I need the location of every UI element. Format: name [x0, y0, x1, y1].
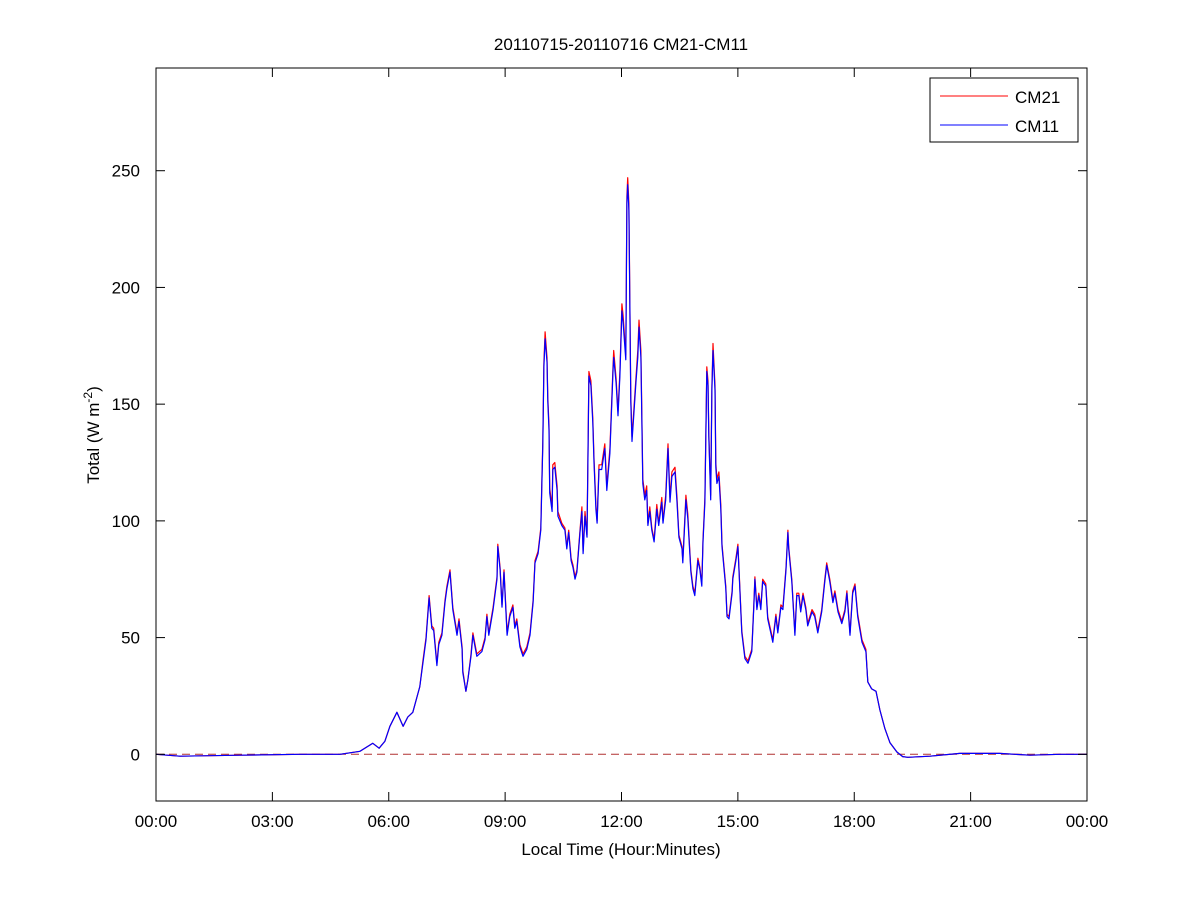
- y-axis-label-main: Total (W m: [84, 403, 103, 484]
- x-tick-label: 18:00: [833, 812, 876, 831]
- y-tick-label: 100: [112, 512, 140, 531]
- y-tick-label: 50: [121, 629, 140, 648]
- y-tick-label: 0: [131, 745, 140, 764]
- y-tick-label: 250: [112, 162, 140, 181]
- y-axis-label-superscript: -2: [81, 392, 95, 403]
- legend-box: [929, 77, 1079, 143]
- x-tick-label: 12:00: [600, 812, 643, 831]
- y-axis-label-close: ): [84, 386, 103, 392]
- plot-area: [155, 177, 1087, 758]
- x-tick-label: 09:00: [484, 812, 527, 831]
- x-axis-label: Local Time (Hour:Minutes): [521, 840, 720, 859]
- y-tick-label: 150: [112, 395, 140, 414]
- y-axis-label: Total (W m-2): [81, 386, 103, 484]
- legend-label-cm11: CM11: [1015, 117, 1059, 136]
- chart-title: 20110715-20110716 CM21-CM11: [494, 35, 748, 54]
- y-tick-label: 200: [112, 278, 140, 297]
- x-tick-label: 15:00: [717, 812, 760, 831]
- legend: CM21 CM11: [929, 77, 1079, 143]
- legend-label-cm21: CM21: [1015, 88, 1060, 107]
- x-tick-label: 21:00: [949, 812, 992, 831]
- x-tick-label: 06:00: [367, 812, 410, 831]
- x-tick-label: 00:00: [135, 812, 178, 831]
- y-axis: 0 50 100 150 200 250: [112, 162, 1087, 764]
- x-tick-label: 03:00: [251, 812, 294, 831]
- x-tick-label: 00:00: [1066, 812, 1109, 831]
- x-axis: 00:00 03:00 06:00 09:00 12:00 15:00 18:00 21:00…: [135, 68, 1109, 831]
- series-line-cm11: [155, 184, 1087, 758]
